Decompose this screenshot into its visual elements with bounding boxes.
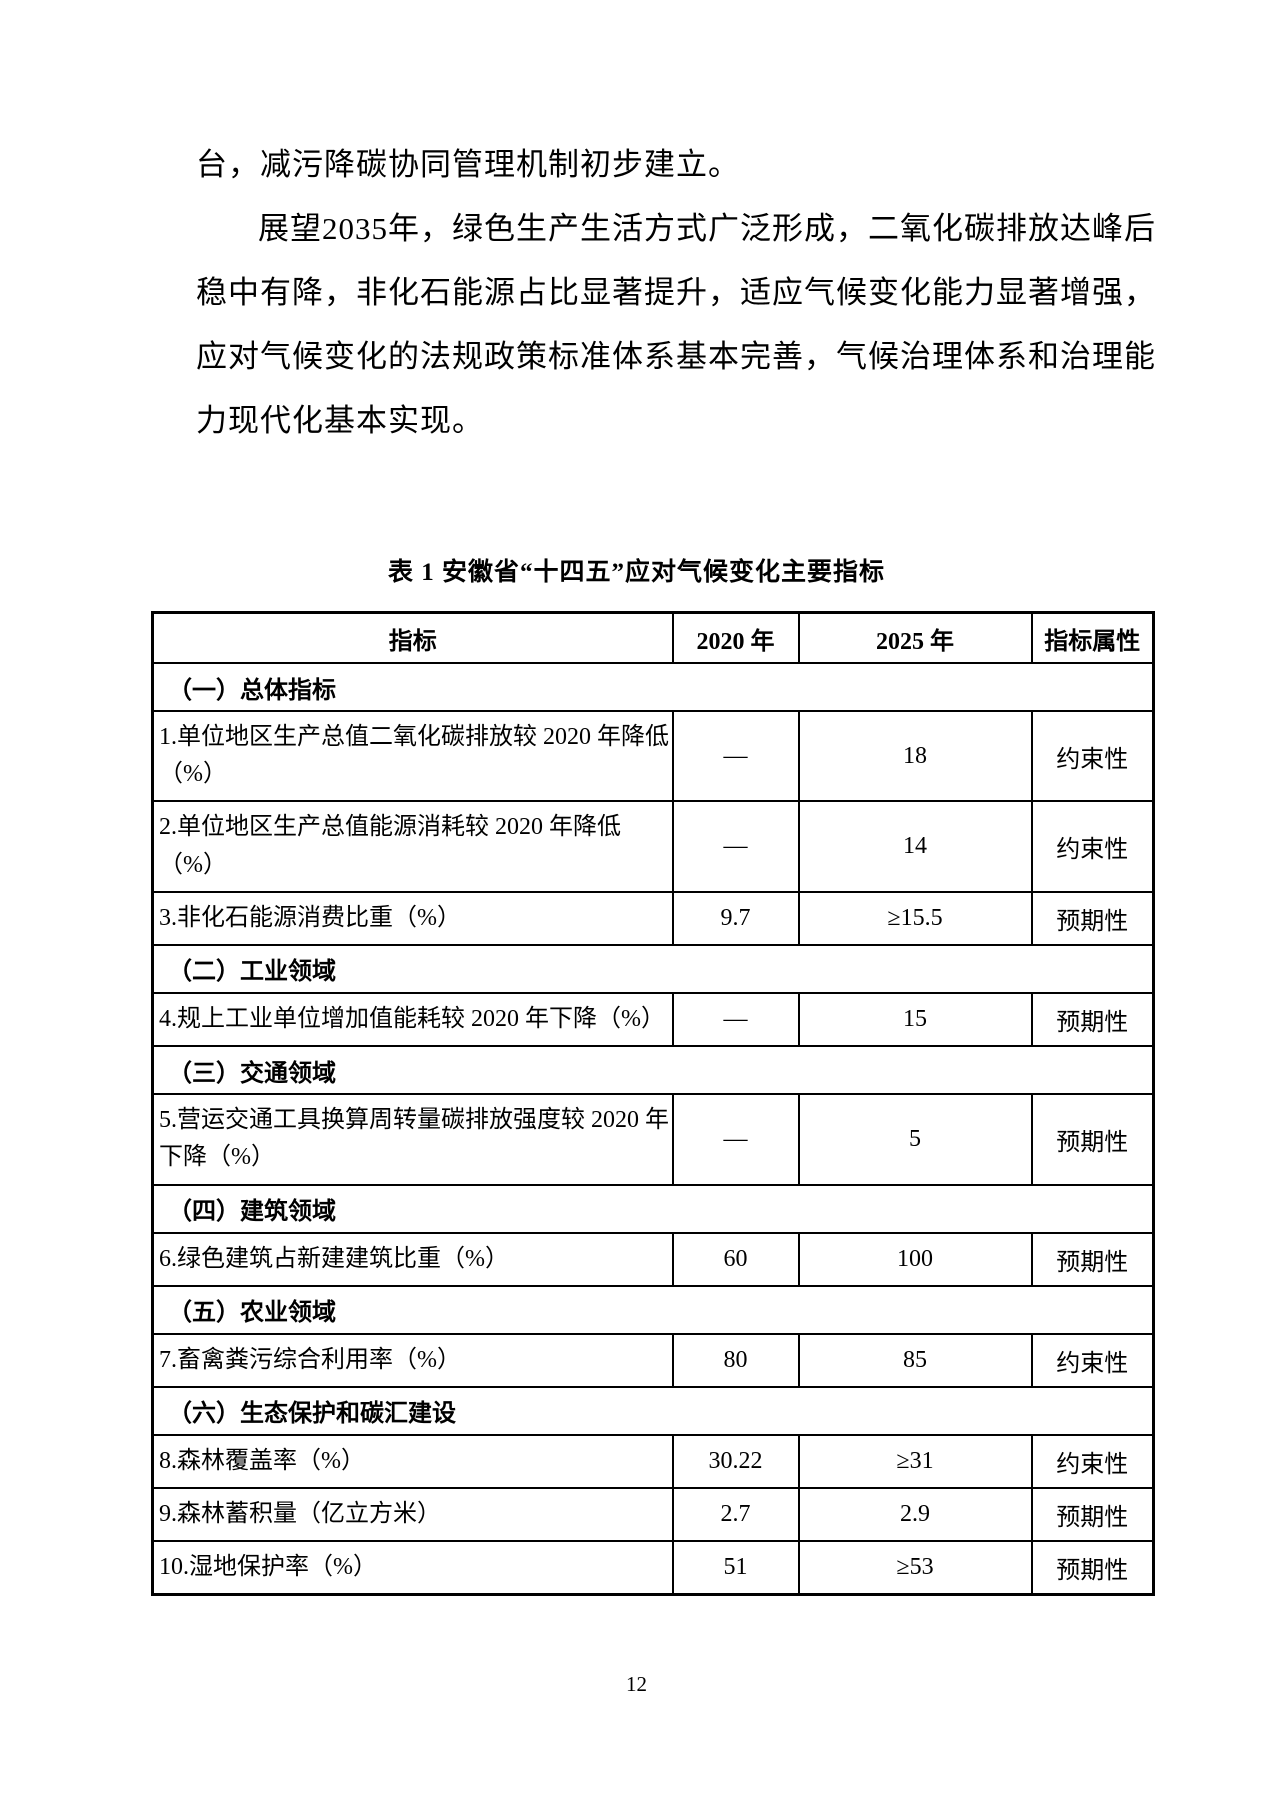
table-section-row: （四）建筑领域 <box>151 1183 1155 1234</box>
text-line: 展望2035年，绿色生产生活方式广泛形成，二氧化碳排放达峰后 <box>258 211 1156 246</box>
value-2025-cell: ≥31 <box>797 1433 1033 1490</box>
indicator-cell: 8.森林覆盖率（%） <box>151 1433 674 1490</box>
section-label: （二）工业领域 <box>151 943 1155 994</box>
value-2025-cell: 14 <box>797 800 1033 893</box>
attribute-cell: 约束性 <box>1030 709 1155 803</box>
indicator-cell: 6.绿色建筑占新建建筑比重（%） <box>151 1231 674 1287</box>
table-section-row: （一）总体指标 <box>151 662 1155 712</box>
value-2020-cell: 60 <box>671 1231 800 1287</box>
table-row: 3.非化石能源消费比重（%） 9.7 ≥15.5 预期性 <box>151 890 1155 946</box>
table-section-row: （二）工业领域 <box>151 943 1155 994</box>
value-2020-cell: 30.22 <box>671 1433 800 1490</box>
table-row: 9.森林蓄积量（亿立方米） 2.7 2.9 预期性 <box>151 1487 1155 1543</box>
table-row: 5.营运交通工具换算周转量碳排放强度较 2020 年下降（%） —5 预期性 <box>151 1093 1155 1186</box>
value-2020-cell: — <box>671 1093 800 1186</box>
value-2020-cell: 51 <box>671 1540 800 1596</box>
attribute-cell: 约束性 <box>1030 1433 1155 1490</box>
indicator-cell: 10.湿地保护率（%） <box>151 1540 674 1596</box>
value-2020-cell: — <box>671 991 800 1048</box>
indicator-cell: 1.单位地区生产总值二氧化碳排放较 2020 年降低（%） <box>151 709 674 803</box>
attribute-cell: 约束性 <box>1030 800 1155 893</box>
table-row: 6.绿色建筑占新建建筑比重（%） 60 100 预期性 <box>151 1231 1155 1287</box>
indicator-cell: 9.森林蓄积量（亿立方米） <box>151 1487 674 1543</box>
value-2020-cell: 9.7 <box>671 890 800 946</box>
attribute-cell: 预期性 <box>1030 890 1155 946</box>
table-row: 1.单位地区生产总值二氧化碳排放较 2020 年降低（%） —18 约束性 <box>151 709 1155 803</box>
section-label: （五）农业领域 <box>151 1284 1155 1335</box>
value-2020-cell: — <box>671 709 800 803</box>
value-2025-cell: 2.9 <box>797 1487 1033 1543</box>
value-2025-cell: 5 <box>797 1093 1033 1186</box>
page-number: 12 <box>626 1672 647 1696</box>
table-header-row: 指标 2020 年 2025 年 指标属性 <box>151 611 1155 664</box>
attribute-cell: 预期性 <box>1030 1093 1155 1186</box>
indicator-cell: 3.非化石能源消费比重（%） <box>151 890 674 946</box>
section-label: （六）生态保护和碳汇建设 <box>151 1385 1155 1436</box>
table-row: 2.单位地区生产总值能源消耗较 2020 年降低（%） —14 约束性 <box>151 800 1155 893</box>
table-row: 10.湿地保护率（%） 51 ≥53 预期性 <box>151 1540 1155 1596</box>
indicator-table-body: （一）总体指标 1.单位地区生产总值二氧化碳排放较 2020 年降低（%） —18 约… <box>151 662 1155 1596</box>
attribute-cell: 预期性 <box>1030 1540 1155 1596</box>
value-2025-cell: 100 <box>797 1231 1033 1287</box>
value-2020-cell: — <box>671 800 800 893</box>
section-label: （三）交通领域 <box>151 1045 1155 1096</box>
column-header-indicator: 指标 <box>151 611 674 664</box>
section-label: （四）建筑领域 <box>151 1183 1155 1234</box>
attribute-cell: 预期性 <box>1030 991 1155 1048</box>
attribute-cell: 预期性 <box>1030 1487 1155 1543</box>
value-2025-cell: 15 <box>797 991 1033 1048</box>
table-row: 7.畜禽粪污综合利用率（%） 80 85 约束性 <box>151 1332 1155 1388</box>
value-2020-cell: 80 <box>671 1332 800 1388</box>
value-2020-cell: 2.7 <box>671 1487 800 1543</box>
column-header-2025: 2025 年 <box>797 611 1033 664</box>
table-section-row: （五）农业领域 <box>151 1284 1155 1335</box>
column-header-2020: 2020 年 <box>671 611 800 664</box>
text-line: 力现代化基本实现。 <box>196 403 484 438</box>
table-section-row: （六）生态保护和碳汇建设 <box>151 1385 1155 1436</box>
text-line: 台，减污降碳协同管理机制初步建立。 <box>196 147 740 182</box>
text-line: 应对气候变化的法规政策标准体系基本完善，气候治理体系和治理能 <box>196 339 1156 374</box>
text-line: 稳中有降，非化石能源占比显著提升，适应气候变化能力显著增强， <box>196 275 1156 310</box>
value-2025-cell: ≥53 <box>797 1540 1033 1596</box>
body-text: 台，减污降碳协同管理机制初步建立。展望2035年，绿色生产生活方式广泛形成，二氧… <box>196 133 1156 453</box>
value-2025-cell: 18 <box>797 709 1033 803</box>
section-label: （一）总体指标 <box>151 662 1155 712</box>
table-row: 8.森林覆盖率（%） 30.22 ≥31 约束性 <box>151 1433 1155 1490</box>
column-header-attribute: 指标属性 <box>1030 611 1155 664</box>
value-2025-cell: ≥15.5 <box>797 890 1033 946</box>
attribute-cell: 预期性 <box>1030 1231 1155 1287</box>
indicator-cell: 4.规上工业单位增加值能耗较 2020 年下降（%） <box>151 991 674 1048</box>
indicator-cell: 7.畜禽粪污综合利用率（%） <box>151 1332 674 1388</box>
indicator-table: 指标 2020 年 2025 年 指标属性 （一）总体指标 1.单位地区生产总值二… <box>151 611 1155 1597</box>
table-section-row: （三）交通领域 <box>151 1045 1155 1096</box>
table-title: 表 1 安徽省“十四五”应对气候变化主要指标 <box>387 559 885 586</box>
value-2025-cell: 85 <box>797 1332 1033 1388</box>
indicator-cell: 5.营运交通工具换算周转量碳排放强度较 2020 年下降（%） <box>151 1093 674 1186</box>
indicator-cell: 2.单位地区生产总值能源消耗较 2020 年降低（%） <box>151 800 674 893</box>
attribute-cell: 约束性 <box>1030 1332 1155 1388</box>
table-row: 4.规上工业单位增加值能耗较 2020 年下降（%） —15 预期性 <box>151 991 1155 1048</box>
